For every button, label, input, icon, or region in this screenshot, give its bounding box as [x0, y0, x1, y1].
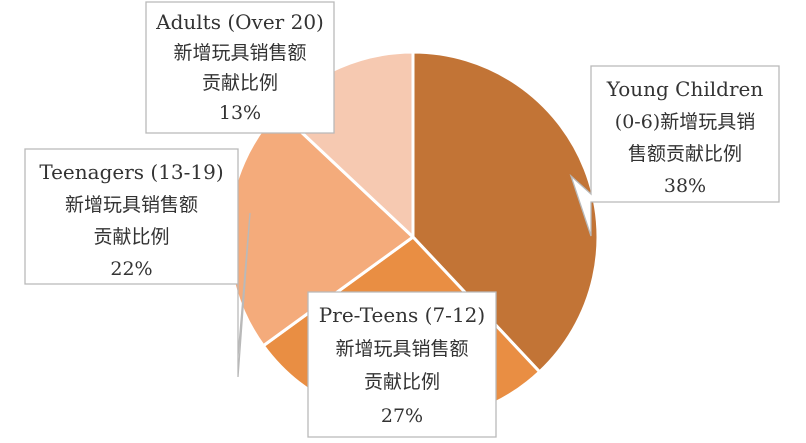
data-label-line-teenagers: 贡献比例	[93, 226, 169, 248]
data-label-line-pre-teens: 新增玩具销售额	[335, 338, 468, 360]
data-label-line-pre-teens: Pre-Teens (7-12)	[319, 303, 485, 327]
data-label-line-adults: 贡献比例	[202, 72, 278, 94]
data-label-value-teenagers: 22%	[110, 258, 152, 280]
data-label-line-young-children: 售额贡献比例	[628, 143, 742, 165]
data-label-value-pre-teens: 27%	[381, 405, 423, 427]
data-label-line-adults: Adults (Over 20)	[155, 10, 324, 34]
callout-box-adults	[145, 1, 335, 134]
data-label-value-adults: 13%	[219, 102, 261, 124]
data-label-line-young-children: Young Children	[606, 77, 764, 101]
callout-box-young-children	[569, 65, 780, 237]
data-label-line-pre-teens: 贡献比例	[364, 371, 440, 393]
data-label-line-young-children: (0-6)新增玩具销	[615, 111, 755, 133]
callout-box-teenagers	[24, 148, 251, 378]
data-label-line-adults: 新增玩具销售额	[173, 42, 306, 64]
callout-box-pre-teens	[307, 291, 497, 438]
pie-slice-young-children	[411, 50, 600, 374]
data-label-line-teenagers: 新增玩具销售额	[65, 194, 198, 216]
data-label-value-young-children: 38%	[664, 175, 706, 197]
data-label-line-teenagers: Teenagers (13-19)	[39, 160, 223, 184]
